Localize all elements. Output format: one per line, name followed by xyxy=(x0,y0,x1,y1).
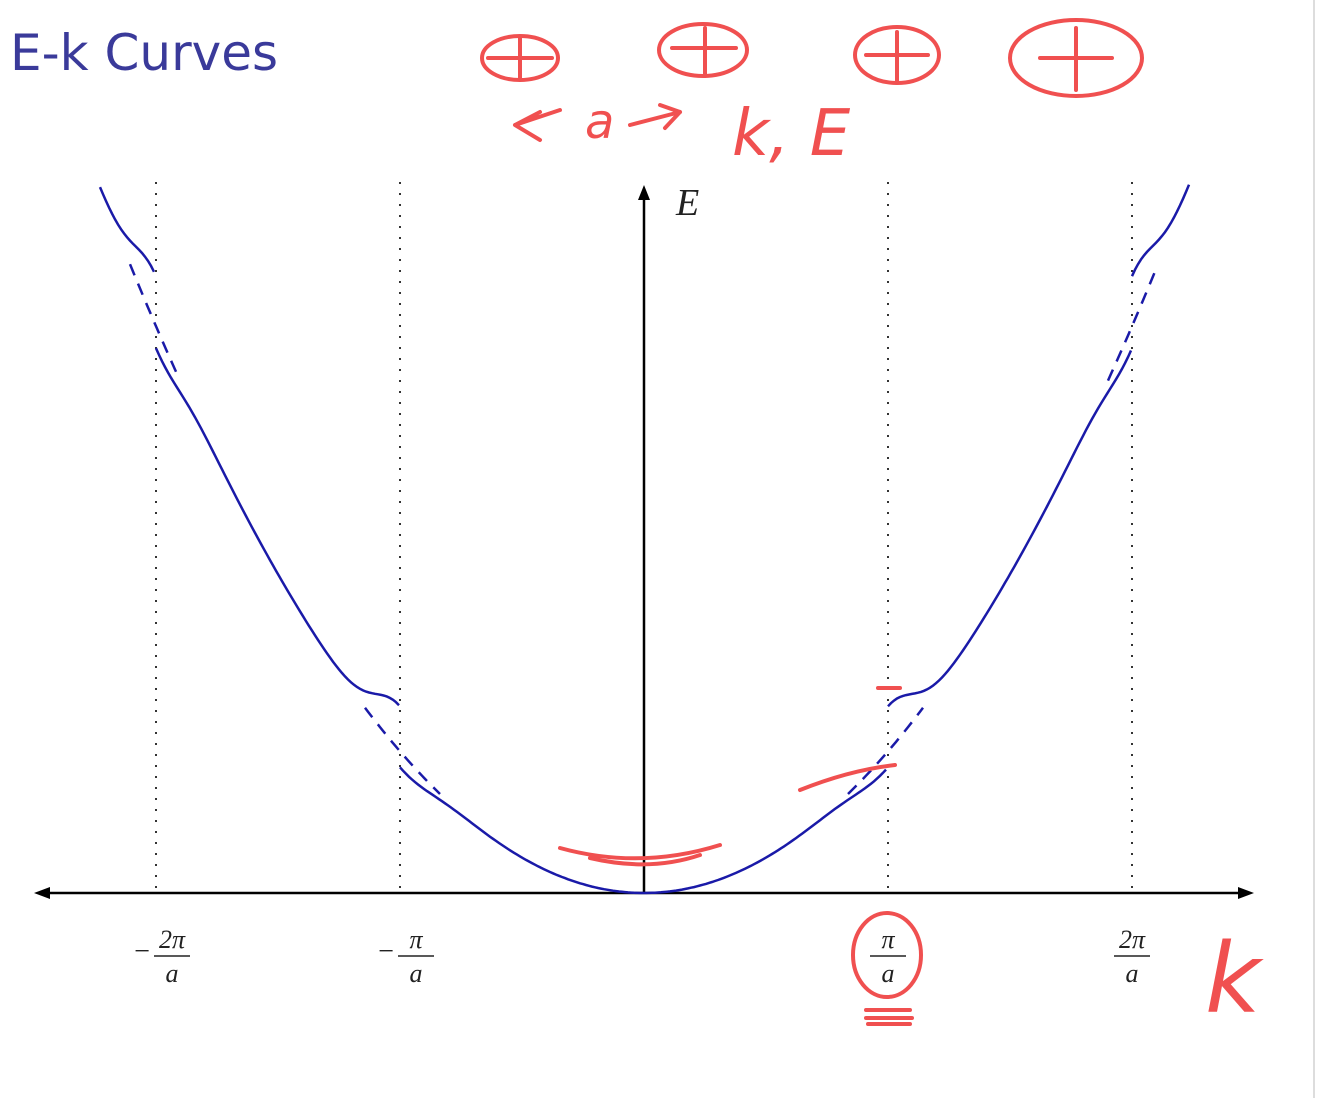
ink-scribble xyxy=(798,763,897,792)
tick-numerator: 2π xyxy=(1119,925,1146,954)
tick-denominator: a xyxy=(1126,959,1139,988)
band-2 xyxy=(154,347,400,707)
ink-plus xyxy=(1038,26,1114,92)
ink-plus xyxy=(864,30,930,84)
ink-arrow xyxy=(513,108,562,142)
ink-a: a xyxy=(585,94,614,150)
free-electron-dash xyxy=(1106,268,1158,382)
handwriting: a k, E k xyxy=(480,18,1264,1035)
ink-circle xyxy=(1008,18,1144,98)
free-electron-dash xyxy=(364,706,441,795)
band-3 xyxy=(1130,184,1191,277)
free-electron-dash xyxy=(847,706,924,795)
k-axis-arrow xyxy=(34,887,50,899)
tick-numerator: π xyxy=(409,925,423,954)
ink-underline xyxy=(864,1008,914,1026)
free-electron-dash xyxy=(128,263,180,377)
ink-k: k xyxy=(1205,923,1264,1035)
ink-note: k, E xyxy=(732,97,851,171)
tick-denominator: a xyxy=(410,959,423,988)
band-2 xyxy=(887,349,1133,708)
band-3 xyxy=(98,186,156,273)
tick-sign: − xyxy=(133,936,152,967)
tick-denominator: a xyxy=(166,959,179,988)
band-curves xyxy=(98,184,1191,895)
slide-title: E-k Curves xyxy=(10,24,278,82)
tick-numerator: 2π xyxy=(159,925,186,954)
ink-plus xyxy=(486,36,554,82)
ink-circle xyxy=(851,911,923,999)
band-1 xyxy=(399,766,887,895)
k-axis-arrow xyxy=(1238,887,1254,899)
tick-denominator: a xyxy=(882,959,895,988)
tick-numerator: π xyxy=(881,925,895,954)
e-axis-label: E xyxy=(675,182,699,224)
e-axis-arrow xyxy=(638,185,650,200)
ink-arrow xyxy=(628,103,682,130)
ink-plus xyxy=(670,26,738,78)
ink-scribble xyxy=(558,843,722,867)
tick-sign: − xyxy=(377,936,396,967)
